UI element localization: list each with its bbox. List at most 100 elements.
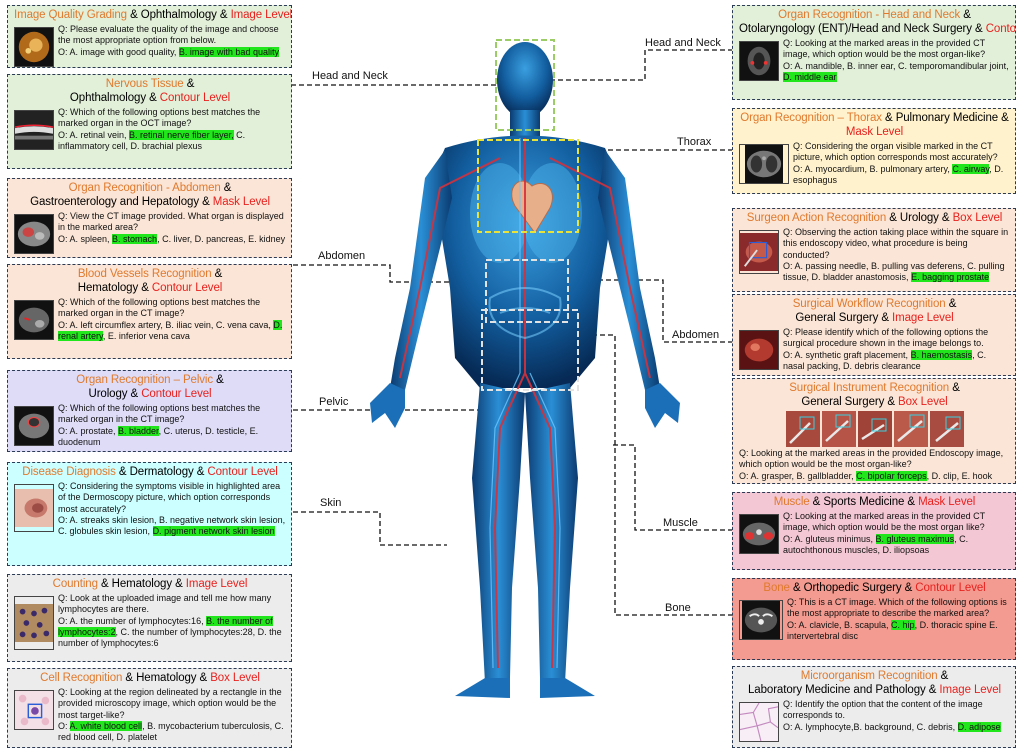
panel-disease-diagnosis: Disease Diagnosis & Dermatology & Contou…: [7, 462, 292, 566]
options-text: O: A. clavicle, B. scapula,: [787, 619, 892, 630]
correct-answer: C. bipolar forceps: [856, 470, 927, 481]
panel-bone: Bone & Orthopedic Surgery & Contour Leve…: [732, 578, 1016, 660]
ct-bone-thumbnail: [739, 600, 783, 640]
panel-text: Q: Observing the action taking place wit…: [783, 227, 1010, 283]
ct-pelvic-thumbnail: [14, 406, 54, 446]
panel-text: Q: Look at the uploaded image and tell m…: [58, 593, 286, 649]
panel-text: Q: Looking at the marked areas in the pr…: [783, 511, 1010, 556]
question-text: Q: Identify the option that the content …: [783, 699, 983, 721]
region-label-skin: Skin: [320, 497, 342, 509]
human-body-figure: [370, 39, 680, 698]
panel-title: Organ Recognition – Thorax & Pulmonary M…: [740, 112, 1009, 138]
question-text: Q: Looking at the region delineated by a…: [58, 687, 282, 720]
panel-title: Surgeon Action Recognition & Urology & B…: [746, 212, 1003, 224]
correct-answer: B. gluteus maximus: [875, 533, 955, 544]
question-text: Q: Looking at the marked areas in the pr…: [783, 38, 986, 60]
region-label-thorax: Thorax: [677, 136, 712, 148]
correct-answer: B. haemostasis: [910, 349, 973, 360]
question-text: Q: Which of the following options best m…: [58, 403, 261, 425]
panel-title: Surgical Workflow Recognition & General S…: [792, 298, 957, 324]
endoscopy-video-thumbnail: [739, 230, 779, 274]
correct-answer: C. hip: [891, 619, 915, 630]
question-text: Q: This is a CT image. Which of the foll…: [787, 597, 1007, 619]
panel-image-quality-grading: Image Quality Grading & Ophthalmology & …: [7, 5, 292, 68]
question-text: Q: Look at the uploaded image and tell m…: [58, 593, 272, 615]
question-text: Q: Considering the symptoms visible in h…: [58, 481, 281, 514]
panel-text: Q: Considering the organ visible marked …: [793, 141, 1010, 186]
panel-text: Q: Identify the option that the content …: [783, 699, 1010, 733]
right-leg-shape: [525, 383, 578, 683]
correct-answer: B. bladder: [118, 425, 159, 436]
panel-title: Nervous Tissue & Ophthalmology & Contour …: [69, 78, 231, 104]
question-text: Q: Considering the organ visible marked …: [793, 141, 998, 163]
region-label-head-neck-left: Head and Neck: [312, 70, 388, 82]
panel-text: Q: Looking at the region delineated by a…: [58, 687, 286, 743]
panel-surgeon-action-recognition: Surgeon Action Recognition & Urology & B…: [732, 208, 1016, 292]
options-text: O: A. spleen,: [58, 233, 113, 244]
fundus-image-thumbnail: [14, 27, 54, 67]
question-text: Q: Please identify which of the followin…: [783, 327, 989, 349]
correct-answer: B. stomach: [112, 233, 158, 244]
options-text: O: A. left circumflex artery, B. iliac v…: [58, 319, 271, 330]
panel-text: Q: Please identify which of the followin…: [783, 327, 1010, 372]
dermoscopy-thumbnail: [14, 484, 54, 532]
panel-organ-recognition-abdomen: Organ Recognition - Abdomen & Gastroenter…: [7, 178, 292, 258]
correct-answer: B. image with bad quality: [178, 46, 279, 57]
ct-abdomen-thumbnail: [14, 214, 54, 254]
options-text: O: A. prostate,: [58, 425, 119, 436]
options-text: O: A. passing needle, B. pulling vas def…: [783, 260, 1005, 283]
panel-title: Counting & Hematology & Image Level: [52, 578, 248, 590]
panel-text: Q: Which of the following options best m…: [58, 403, 286, 448]
question-text: Q: Observing the action taking place wit…: [783, 227, 1009, 260]
panel-blood-vessels-recognition: Blood Vessels Recognition & Hematology & …: [7, 264, 292, 359]
panel-text: Q: Which of the following options best m…: [58, 297, 286, 342]
panel-text: Q: View the CT image provided. What orga…: [58, 211, 286, 244]
panel-surgical-workflow-recognition: Surgical Workflow Recognition & General S…: [732, 294, 1016, 376]
panel-title: Disease Diagnosis & Dermatology & Contou…: [22, 466, 278, 478]
surgery-frame-thumbnail: [739, 330, 779, 370]
left-leg-shape: [472, 383, 525, 683]
ct-muscle-thumbnail: [739, 514, 779, 554]
panel-cell-recognition: Cell Recognition & Hematology & Box Leve…: [7, 668, 292, 748]
microscopy-counting-thumbnail: [14, 596, 54, 650]
panel-title: Organ Recognition – Pelvic & Urology & Co…: [76, 374, 224, 400]
options-text: O: A. synthetic graft placement,: [783, 349, 911, 360]
panel-microorganism-recognition: Microorganism Recognition & Laboratory Me…: [732, 666, 1016, 748]
blood-smear-thumbnail: [14, 690, 54, 730]
panel-text: Q: Looking at the marked areas in the pr…: [739, 448, 1010, 482]
region-label-head-neck-right: Head and Neck: [645, 37, 721, 49]
correct-answer: B. retinal nerve fiber layer,: [129, 129, 234, 140]
panel-title: Organ Recognition - Abdomen & Gastroenter…: [30, 182, 270, 208]
panel-title: Muscle & Sports Medicine & Mask Level: [773, 496, 976, 508]
ct-head-thumbnail: [739, 41, 779, 81]
correct-answer: A. white blood cell: [69, 720, 143, 731]
region-label-pelvic: Pelvic: [319, 396, 349, 408]
endoscopy-frames-strip: [785, 411, 964, 447]
panel-text: Q: Please evaluate the quality of the im…: [58, 24, 286, 58]
options-text: O: A. image with good quality,: [58, 46, 179, 57]
panel-title: Bone & Orthopedic Surgery & Contour Leve…: [763, 582, 986, 594]
panel-title: Cell Recognition & Hematology & Box Leve…: [40, 672, 260, 684]
ct-thorax-thumbnail: [739, 144, 789, 184]
panel-title: Organ Recognition - Head and Neck & Otol…: [739, 9, 1016, 35]
pathology-adipose-thumbnail: [739, 702, 779, 742]
correct-answer: D. pigment network skin lesion: [152, 526, 275, 537]
options-text: O: A. retinal vein,: [58, 129, 130, 140]
correct-answer: D. middle ear: [783, 71, 837, 82]
panel-title: Blood Vessels Recognition & Hematology & …: [77, 268, 223, 294]
question-text: Q: Which of the following options best m…: [58, 107, 261, 129]
panel-text: Q: Considering the symptoms visible in h…: [58, 481, 286, 537]
options-text: O: A. streaks skin lesion, B. negative n…: [58, 514, 286, 537]
panel-title: Microorganism Recognition & Laboratory Me…: [748, 670, 1001, 696]
region-label-muscle: Muscle: [663, 517, 698, 529]
panel-organ-recognition-thorax: Organ Recognition – Thorax & Pulmonary M…: [732, 108, 1016, 194]
question-text: Q: Looking at the marked areas in the pr…: [783, 511, 985, 533]
correct-answer: C. airway: [952, 163, 990, 174]
options-text: O: A. the number of lymphocytes:16,: [58, 615, 207, 626]
panel-counting: Counting & Hematology & Image Level Q: L…: [7, 574, 292, 662]
panel-text: Q: Looking at the marked areas in the pr…: [783, 38, 1010, 83]
correct-answer: D. adipose: [957, 721, 1001, 732]
panel-nervous-tissue: Nervous Tissue & Ophthalmology & Contour …: [7, 74, 292, 169]
panel-title: Image Quality Grading & Ophthalmology & …: [14, 9, 292, 21]
panel-surgical-instrument-recognition: Surgical Instrument Recognition & General…: [732, 378, 1016, 484]
